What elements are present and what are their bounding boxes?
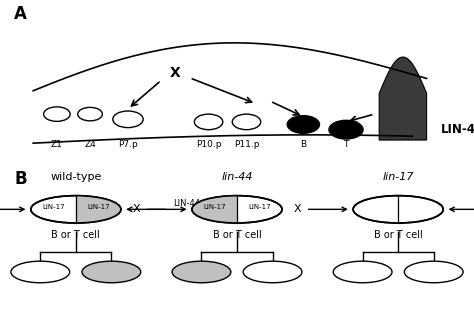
Text: LIN-17: LIN-17	[203, 204, 226, 210]
Circle shape	[31, 196, 121, 223]
Circle shape	[194, 114, 223, 130]
Text: T: T	[343, 140, 349, 149]
Circle shape	[329, 120, 363, 139]
Text: LIN-17: LIN-17	[248, 204, 271, 210]
Ellipse shape	[404, 261, 463, 283]
Text: LIN-44: LIN-44	[173, 199, 200, 208]
Text: B or T cell: B or T cell	[52, 230, 100, 240]
Circle shape	[78, 107, 102, 121]
Text: X: X	[132, 204, 140, 214]
Circle shape	[353, 196, 443, 223]
Ellipse shape	[333, 261, 392, 283]
Ellipse shape	[172, 261, 231, 283]
Ellipse shape	[11, 261, 70, 283]
Text: X: X	[170, 66, 181, 80]
Text: Z1: Z1	[51, 140, 63, 149]
Text: B: B	[301, 140, 306, 149]
Text: B: B	[14, 171, 27, 188]
Circle shape	[113, 111, 143, 128]
Text: P10.p: P10.p	[196, 140, 221, 149]
Text: B or T cell: B or T cell	[213, 230, 261, 240]
Wedge shape	[192, 196, 237, 223]
Text: B or T cell: B or T cell	[374, 230, 422, 240]
Wedge shape	[76, 196, 121, 223]
Ellipse shape	[243, 261, 302, 283]
Polygon shape	[379, 57, 427, 140]
Ellipse shape	[82, 261, 141, 283]
Text: LIN-17: LIN-17	[42, 204, 64, 210]
Text: lin-17: lin-17	[383, 172, 414, 182]
Circle shape	[287, 116, 319, 133]
Text: LIN-17: LIN-17	[87, 204, 109, 210]
Text: lin-44: lin-44	[221, 172, 253, 182]
Text: P7.p: P7.p	[118, 140, 138, 149]
Text: X: X	[293, 204, 301, 214]
Text: wild-type: wild-type	[50, 172, 101, 182]
Circle shape	[232, 114, 261, 130]
Circle shape	[44, 107, 70, 121]
Text: Z4: Z4	[84, 140, 96, 149]
Text: P11.p: P11.p	[234, 140, 259, 149]
Text: A: A	[14, 5, 27, 23]
Text: LIN-44: LIN-44	[441, 123, 474, 136]
Circle shape	[192, 196, 282, 223]
